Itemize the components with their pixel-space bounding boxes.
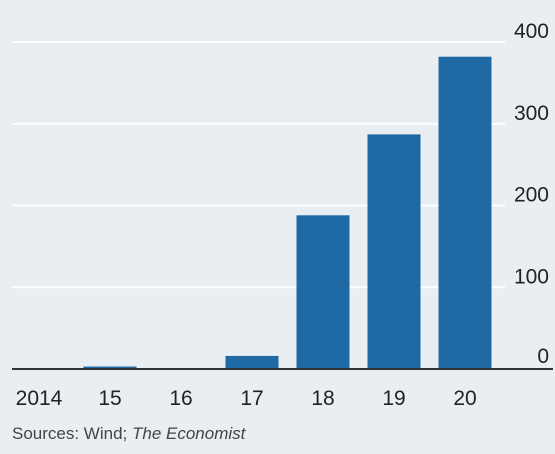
y-tick-label: 0 bbox=[537, 345, 549, 368]
bar bbox=[367, 134, 421, 369]
source-prefix: Sources: Wind; bbox=[12, 424, 132, 443]
bar bbox=[296, 215, 350, 369]
x-tick-label: 19 bbox=[382, 387, 405, 410]
x-tick-label: 2014 bbox=[16, 387, 63, 410]
x-tick-label: 18 bbox=[311, 387, 334, 410]
bar-chart: 0 100 200 300 400 2014 15 16 17 18 19 20 bbox=[12, 20, 553, 410]
y-tick-label: 200 bbox=[514, 184, 549, 207]
bar bbox=[438, 56, 492, 370]
source-note: Sources: Wind; The Economist bbox=[12, 424, 245, 444]
x-tick-label: 16 bbox=[169, 387, 192, 410]
bar bbox=[83, 366, 137, 369]
x-tick-label: 20 bbox=[453, 387, 476, 410]
y-tick-label: 400 bbox=[514, 20, 549, 43]
y-tick-label: 100 bbox=[514, 265, 549, 288]
x-tick-label: 17 bbox=[240, 387, 263, 410]
bar bbox=[225, 355, 279, 369]
y-tick-label: 300 bbox=[514, 102, 549, 125]
source-publication: The Economist bbox=[132, 424, 246, 443]
x-tick-label: 15 bbox=[98, 387, 121, 410]
